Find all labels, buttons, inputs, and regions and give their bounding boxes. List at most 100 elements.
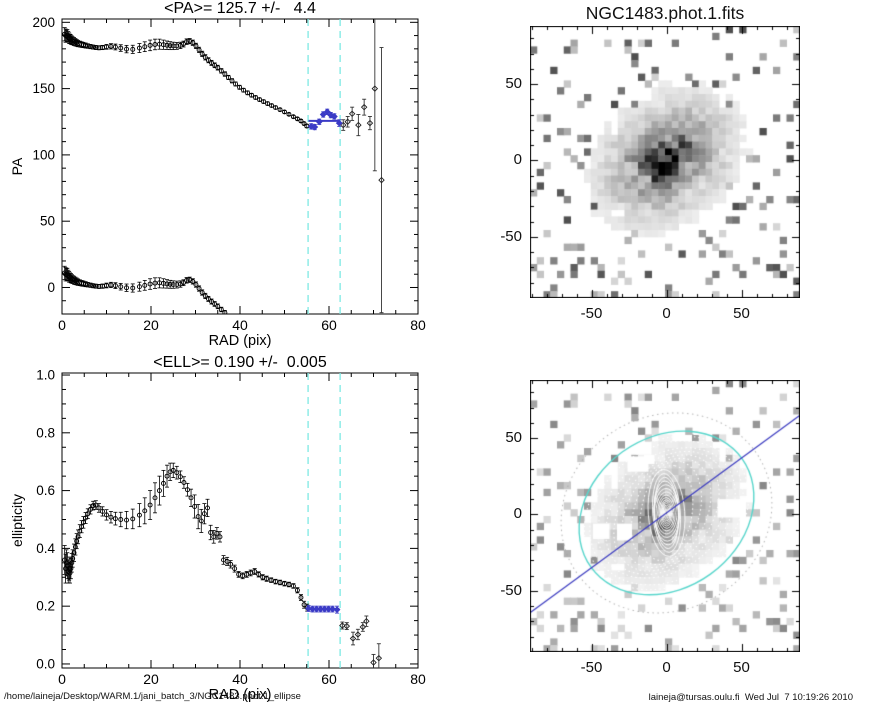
x-tick-label: 0 — [58, 671, 66, 687]
data-point — [218, 307, 224, 312]
y-tick-label: 50 — [40, 214, 55, 229]
data-point — [282, 109, 287, 115]
image-x-tick-label: 0 — [662, 305, 671, 322]
image-x-tick-label: 50 — [733, 659, 750, 676]
data-point — [190, 278, 196, 284]
data-point — [371, 85, 379, 92]
data-point — [193, 43, 199, 49]
data-point — [282, 581, 287, 587]
data-point — [85, 282, 91, 288]
y-tick-label: 0.0 — [36, 656, 55, 671]
ell-data-layer — [62, 373, 383, 668]
data-point — [260, 574, 266, 580]
x-axis-label: RAD (pix) — [209, 333, 272, 349]
data-point — [201, 511, 207, 517]
data-point — [142, 282, 148, 288]
data-point — [298, 118, 304, 124]
x-tick-label: 0 — [58, 317, 66, 333]
data-point — [184, 277, 190, 283]
y-tick-label: 0.2 — [36, 599, 55, 614]
data-point — [100, 508, 105, 514]
data-point — [93, 283, 99, 289]
data-point — [88, 506, 93, 512]
data-point — [301, 602, 307, 608]
data-point — [290, 114, 296, 120]
data-point — [349, 635, 357, 642]
data-point — [130, 46, 136, 52]
data-point — [286, 111, 292, 117]
y-tick-label: 0.6 — [36, 483, 55, 498]
data-point — [268, 577, 274, 583]
data-point — [215, 65, 221, 71]
data-point — [273, 579, 279, 585]
x-tick-label: 20 — [143, 671, 159, 687]
data-point — [93, 502, 99, 508]
data-point — [108, 282, 114, 288]
data-point — [252, 569, 258, 574]
data-point — [218, 68, 224, 74]
data-point — [244, 571, 250, 577]
data-point — [222, 71, 228, 77]
data-point — [104, 44, 109, 50]
image-y-tick-label: -50 — [500, 581, 522, 599]
data-point — [152, 42, 158, 47]
image-x-tick-label: -50 — [580, 659, 603, 676]
x-tick-label: 60 — [321, 317, 337, 333]
data-point — [257, 97, 263, 103]
image-y-tick-label: 50 — [505, 429, 522, 447]
data-point — [199, 290, 205, 295]
image-y-tick-label: -50 — [500, 227, 522, 245]
data-point — [185, 487, 190, 493]
data-point — [195, 514, 201, 520]
data-point — [240, 573, 246, 579]
data-point — [241, 87, 247, 93]
data-point — [215, 303, 221, 309]
data-point — [196, 286, 202, 291]
data-point — [228, 561, 234, 567]
data-point — [363, 617, 370, 625]
data-point — [366, 119, 374, 127]
data-point — [181, 480, 187, 485]
data-point — [294, 587, 300, 593]
data-point — [301, 121, 307, 127]
data-point — [90, 44, 96, 50]
data-point — [170, 467, 176, 473]
data-point — [112, 516, 118, 522]
data-point — [273, 105, 279, 111]
y-axis-label: ellipticity — [9, 494, 25, 547]
data-point — [211, 534, 217, 540]
data-point — [152, 280, 158, 286]
data-point — [344, 118, 351, 125]
data-point — [136, 45, 142, 51]
data-point — [147, 281, 153, 287]
y-tick-label: 100 — [32, 147, 55, 162]
data-point — [112, 44, 118, 50]
data-point — [339, 622, 346, 629]
image-x-tick-label: 0 — [662, 659, 671, 676]
ell-plot: 0 20 40 60 80 0.0 0.2 0.4 0.6 0.8 1.0 <ELL>= 0.190 … — [9, 354, 426, 703]
data-point — [193, 282, 199, 288]
x-tick-label: 60 — [321, 671, 337, 687]
data-point — [237, 84, 243, 90]
data-point — [261, 99, 267, 105]
data-point — [224, 558, 230, 564]
data-point — [167, 43, 173, 49]
y-axis-label: PA — [9, 157, 25, 175]
data-point — [330, 113, 338, 120]
data-point — [225, 75, 231, 80]
data-point — [70, 556, 76, 561]
data-point — [164, 473, 170, 479]
data-point — [236, 571, 242, 577]
y-tick-label: 0 — [47, 280, 55, 295]
data-point — [245, 90, 251, 96]
data-point — [343, 622, 351, 630]
image-y-tick-label: 0 — [513, 505, 522, 523]
data-point — [147, 502, 153, 508]
data-point — [93, 45, 99, 50]
galaxy-image-canvas — [530, 26, 800, 298]
ell-plot-title: <ELL>= 0.190 +/- 0.005 — [153, 354, 327, 371]
data-point — [375, 654, 383, 662]
galaxy-ellipse-overlay-canvas — [530, 380, 800, 652]
data-point — [190, 40, 196, 46]
